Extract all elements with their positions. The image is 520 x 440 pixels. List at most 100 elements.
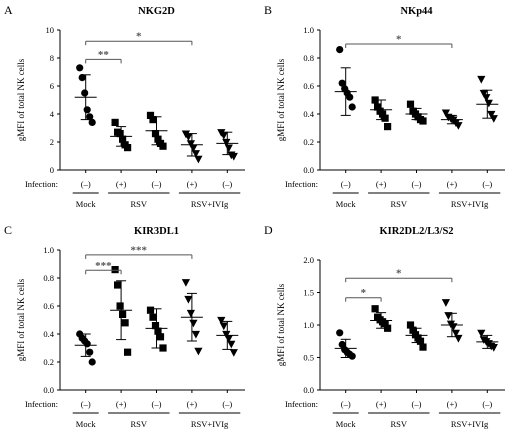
- infection-state: (–): [81, 179, 91, 189]
- series-2: [405, 100, 428, 125]
- y-tick-label: 8: [50, 53, 54, 63]
- series-0: [74, 64, 97, 126]
- data-point: [338, 79, 346, 87]
- series-3: [440, 299, 463, 343]
- data-point: [489, 344, 498, 352]
- data-point: [86, 113, 94, 121]
- data-point: [406, 100, 415, 108]
- data-point: [219, 131, 228, 140]
- group-label: Mock: [76, 419, 97, 429]
- data-point: [371, 305, 379, 313]
- y-tick-label: 0.2: [303, 137, 314, 147]
- significance-stars: *: [361, 287, 367, 299]
- infection-state: (–): [152, 399, 162, 409]
- data-point: [159, 344, 167, 352]
- data-point: [336, 329, 344, 337]
- significance-stars: **: [98, 49, 110, 61]
- y-tick-label: 4: [50, 109, 55, 119]
- data-point: [444, 312, 453, 320]
- series-0: [334, 46, 357, 116]
- y-axis-label: gMFI of total NK cells: [16, 278, 26, 361]
- significance-stars: ***: [131, 244, 148, 256]
- group-label: Mock: [336, 199, 357, 209]
- infection-state: (+): [116, 399, 127, 409]
- data-point: [78, 74, 86, 82]
- series-1: [110, 118, 133, 152]
- group-label: RSV+IVIg: [191, 199, 229, 209]
- series-4: [476, 75, 499, 123]
- y-tick-label: 0.4: [43, 329, 54, 339]
- y-tick-label: 0.0: [303, 165, 314, 175]
- data-point: [348, 103, 356, 111]
- data-point: [419, 343, 427, 351]
- infection-label: Infection:: [285, 179, 318, 189]
- data-point: [416, 337, 425, 345]
- y-tick-label: 1.0: [303, 25, 314, 35]
- y-tick-label: 0.0: [303, 385, 314, 395]
- infection-state: (–): [81, 399, 91, 409]
- infection-state: (+): [447, 399, 458, 409]
- data-point: [477, 75, 486, 84]
- significance-bracket: *: [85, 31, 193, 46]
- group-label: RSV+IVIg: [191, 419, 229, 429]
- data-point: [119, 135, 127, 143]
- group-label: RSV: [131, 419, 148, 429]
- series-0: [334, 329, 357, 360]
- series-1: [370, 305, 393, 332]
- data-point: [116, 130, 124, 138]
- panel-letter: D: [264, 223, 273, 237]
- data-point: [348, 352, 356, 360]
- y-tick-label: 1.0: [43, 245, 54, 255]
- infection-label: Infection:: [25, 179, 58, 189]
- series-2: [145, 306, 168, 352]
- data-point: [224, 335, 233, 343]
- data-point: [482, 94, 491, 102]
- infection-state: (–): [482, 399, 492, 409]
- infection-state: (–): [341, 399, 351, 409]
- data-point: [379, 110, 387, 118]
- panel-D: D KIR2DL2/L3/S2 0.0 0.5 1.0 1.5 2.0 gMFI of tot…: [264, 223, 505, 429]
- infection-state: (–): [482, 179, 492, 189]
- data-point: [124, 144, 132, 152]
- data-point: [222, 330, 231, 339]
- data-point: [384, 324, 392, 332]
- y-tick-label: 0.2: [43, 357, 54, 367]
- significance-bracket: **: [85, 49, 122, 64]
- y-tick-label: 10: [46, 25, 55, 35]
- data-point: [477, 329, 486, 338]
- y-tick-label: 2: [50, 137, 54, 147]
- series-3: [440, 109, 463, 130]
- group-label: RSV: [131, 199, 148, 209]
- data-point: [149, 313, 157, 321]
- y-tick-label: 0: [50, 165, 54, 175]
- data-point: [111, 118, 119, 126]
- y-tick-label: 0.5: [303, 353, 314, 363]
- data-point: [186, 140, 195, 148]
- data-point: [83, 340, 91, 348]
- y-axis-label: gMFI of total NK cells: [276, 58, 286, 141]
- data-point: [154, 135, 162, 143]
- data-point: [409, 326, 417, 334]
- data-point: [111, 266, 119, 274]
- data-point: [151, 322, 160, 330]
- significance-stars: *: [396, 34, 402, 46]
- data-point: [191, 150, 200, 158]
- significance-bracket: ***: [85, 260, 122, 275]
- series-1: [110, 266, 133, 356]
- y-tick-label: 0.8: [303, 53, 314, 63]
- series-3: [180, 130, 203, 164]
- data-point: [146, 111, 155, 119]
- data-point: [381, 320, 389, 328]
- y-axis-label: gMFI of total NK cells: [16, 58, 26, 141]
- data-point: [86, 348, 94, 356]
- panel-letter: B: [264, 3, 272, 17]
- infection-state: (+): [187, 179, 198, 189]
- infection-state: (–): [152, 179, 162, 189]
- panel-C: C KIR3DL1 0.0 0.2 0.4 0.6 0.8 1.0 gMFI of total …: [4, 223, 245, 429]
- y-tick-label: 0.8: [43, 273, 54, 283]
- infection-state: (–): [222, 179, 232, 189]
- data-point: [88, 358, 96, 366]
- significance-bracket: *: [345, 34, 453, 48]
- data-point: [121, 319, 129, 327]
